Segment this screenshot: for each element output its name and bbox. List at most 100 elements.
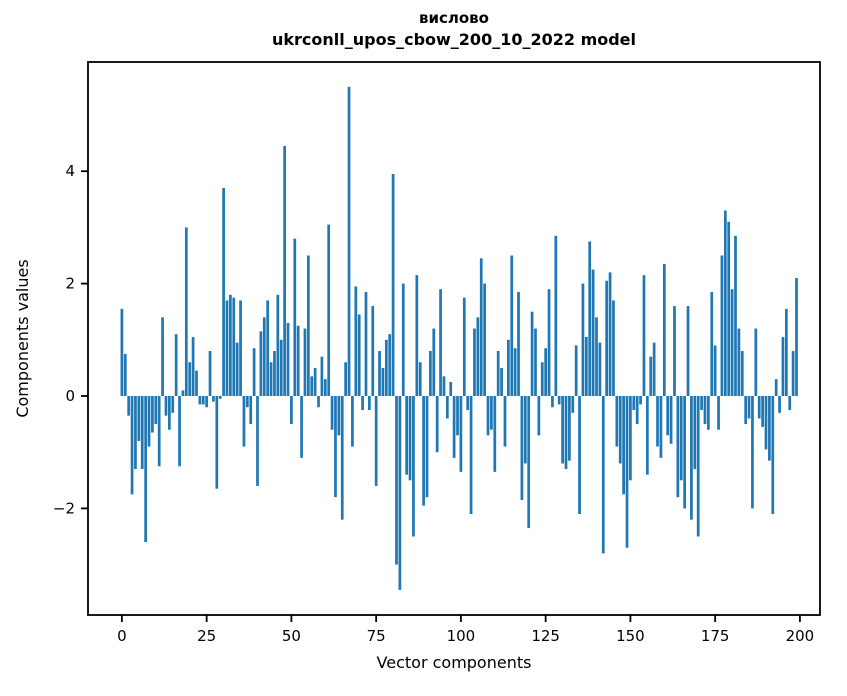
bar: [422, 396, 425, 506]
bar: [557, 396, 561, 405]
bar: [510, 255, 514, 396]
bar: [737, 328, 741, 396]
bar: [483, 283, 486, 396]
bar: [168, 396, 171, 430]
bar: [371, 306, 375, 396]
bar: [337, 396, 341, 436]
bar: [388, 334, 392, 396]
y-tick-label: 0: [65, 387, 75, 405]
bar: [347, 86, 351, 397]
bar: [778, 396, 781, 413]
bar: [544, 348, 548, 396]
bar: [123, 353, 127, 396]
bar: [154, 396, 158, 425]
bar: [225, 300, 229, 396]
bar: [418, 362, 422, 396]
bar: [137, 396, 141, 441]
bar: [629, 396, 632, 481]
bar: [513, 348, 517, 396]
bar: [232, 297, 236, 396]
bar: [212, 396, 215, 402]
bar: [412, 396, 415, 537]
bar: [286, 322, 290, 396]
y-tick-label: 4: [65, 162, 75, 180]
bar: [276, 294, 280, 396]
bar: [662, 263, 666, 396]
bar: [700, 396, 703, 411]
bar: [615, 396, 619, 447]
x-tick-label: 150: [616, 627, 645, 645]
bar: [561, 396, 564, 464]
bar: [578, 396, 581, 515]
bar: [656, 396, 659, 447]
bar: [595, 317, 598, 396]
bar: [320, 356, 324, 396]
bar: [456, 396, 459, 436]
bar: [354, 286, 358, 396]
bar: [429, 351, 432, 396]
y-tick-label: −2: [53, 499, 75, 517]
bar: [425, 396, 429, 498]
bar: [686, 306, 690, 396]
x-tick-label: 75: [367, 627, 386, 645]
bar: [649, 356, 653, 396]
bar: [171, 396, 175, 413]
bar: [588, 241, 592, 396]
bar: [147, 396, 151, 447]
bar: [761, 396, 764, 427]
bar: [754, 328, 758, 396]
bar: [161, 317, 164, 396]
bar: [476, 317, 480, 396]
bar: [496, 351, 500, 396]
bar: [723, 210, 727, 396]
bar: [229, 294, 232, 396]
bar: [696, 396, 700, 537]
bar: [727, 221, 731, 396]
bar: [530, 311, 534, 396]
bar: [269, 362, 273, 396]
bar: [707, 396, 710, 430]
bar: [740, 351, 744, 396]
x-tick-label: 125: [531, 627, 560, 645]
bar: [300, 396, 303, 458]
bar: [676, 396, 680, 498]
bar: [303, 328, 307, 396]
bar: [568, 396, 571, 461]
chart-title-line1: вислово: [419, 9, 489, 27]
bar: [201, 396, 205, 405]
bar: [608, 272, 612, 396]
x-tick-label: 25: [197, 627, 216, 645]
bar: [408, 396, 412, 481]
bar: [222, 188, 225, 396]
bar: [788, 396, 792, 411]
bar: [584, 336, 588, 396]
bar: [622, 396, 625, 495]
bar: [395, 396, 398, 565]
bar: [262, 317, 266, 396]
bar: [771, 396, 775, 515]
bar: [751, 396, 754, 509]
bar: [361, 396, 364, 411]
bar: [547, 289, 551, 396]
bar: [205, 396, 209, 408]
bar: [781, 336, 785, 396]
bar: [486, 396, 490, 436]
bar: [612, 300, 615, 396]
bar: [493, 396, 497, 472]
bar: [174, 334, 178, 396]
bar: [591, 269, 595, 396]
bar: [323, 379, 327, 396]
bar: [774, 379, 778, 396]
x-tick-label: 200: [786, 627, 815, 645]
bar: [571, 396, 575, 413]
bar: [235, 342, 239, 396]
bar: [693, 396, 697, 470]
bar: [659, 396, 663, 458]
bar: [252, 348, 256, 396]
bar: [784, 308, 788, 396]
bar: [466, 396, 470, 411]
bar: [669, 396, 673, 444]
bar: [432, 328, 436, 396]
bar: [534, 328, 537, 396]
